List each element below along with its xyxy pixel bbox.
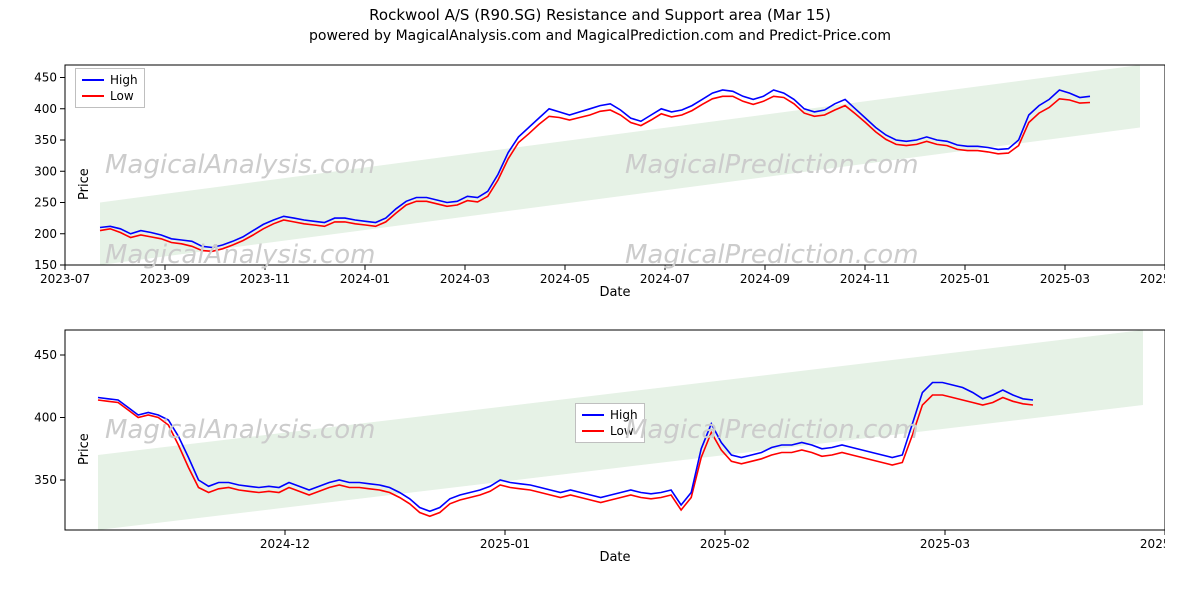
svg-text:400: 400 [34, 102, 57, 116]
svg-text:2025-01: 2025-01 [480, 537, 530, 551]
svg-text:2024-12: 2024-12 [260, 537, 310, 551]
chart-main-title: Rockwool A/S (R90.SG) Resistance and Sup… [0, 6, 1200, 24]
svg-text:2024-05: 2024-05 [540, 272, 590, 286]
legend-swatch-low [82, 95, 104, 97]
svg-text:2023-11: 2023-11 [240, 272, 290, 286]
bottom-chart-ylabel: Price [77, 451, 92, 465]
svg-text:350: 350 [34, 133, 57, 147]
top-chart-panel: 1502002503003504004502023-072023-092023-… [65, 60, 1165, 300]
svg-text:2025-01: 2025-01 [940, 272, 990, 286]
legend-label-low: Low [610, 423, 634, 439]
legend-swatch-low [582, 430, 604, 432]
svg-text:200: 200 [34, 227, 57, 241]
svg-text:2024-07: 2024-07 [640, 272, 690, 286]
svg-text:2025-02: 2025-02 [700, 537, 750, 551]
svg-text:2023-07: 2023-07 [40, 272, 90, 286]
svg-text:2024-03: 2024-03 [440, 272, 490, 286]
svg-text:2025-04: 2025-04 [1140, 537, 1165, 551]
svg-text:2025-05: 2025-05 [1140, 272, 1165, 286]
legend-label-high: High [610, 407, 638, 423]
svg-text:2024-01: 2024-01 [340, 272, 390, 286]
chart-subtitle: powered by MagicalAnalysis.com and Magic… [0, 28, 1200, 44]
legend-label-low: Low [110, 88, 134, 104]
top-chart-xlabel: Date [65, 285, 1165, 300]
top-chart-legend: High Low [75, 68, 145, 108]
svg-text:2025-03: 2025-03 [920, 537, 970, 551]
svg-text:450: 450 [34, 348, 57, 362]
svg-text:400: 400 [34, 411, 57, 425]
svg-text:2024-11: 2024-11 [840, 272, 890, 286]
legend-swatch-high [582, 414, 604, 416]
svg-text:450: 450 [34, 71, 57, 85]
top-chart-ylabel: Price [77, 186, 92, 200]
bottom-chart-legend: High Low [575, 403, 645, 443]
svg-text:300: 300 [34, 164, 57, 178]
svg-text:2023-09: 2023-09 [140, 272, 190, 286]
bottom-chart-panel: 3504004502024-122025-012025-022025-03202… [65, 325, 1165, 565]
svg-text:2025-03: 2025-03 [1040, 272, 1090, 286]
svg-text:350: 350 [34, 473, 57, 487]
legend-swatch-high [82, 79, 104, 81]
top-chart-svg: 150 200 250 300 350 400 450 2023-07 2023-09 2023-… [20, 60, 1165, 295]
svg-text:2024-09: 2024-09 [740, 272, 790, 286]
bottom-chart-xlabel: Date [65, 550, 1165, 565]
svg-text:250: 250 [34, 196, 57, 210]
legend-label-high: High [110, 72, 138, 88]
svg-text:150: 150 [34, 258, 57, 272]
